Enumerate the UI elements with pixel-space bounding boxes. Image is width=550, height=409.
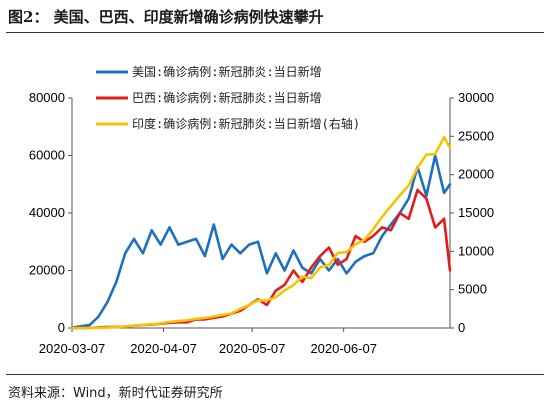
y-left-tick-label: 60000 — [29, 148, 65, 163]
source-note: 资料来源：Wind，新时代证券研究所 — [8, 386, 223, 401]
y-left-tick-label: 20000 — [29, 263, 65, 278]
y-right-tick-label: 5000 — [458, 282, 487, 297]
x-tick-label: 2020-06-07 — [310, 341, 377, 356]
chart-axes: 0 20000 40000 60000 80000 0 5000 10000 15000 2000… — [29, 90, 494, 356]
y-right-tick-label: 10000 — [458, 243, 494, 258]
series-line-usa — [70, 154, 452, 330]
series-line-brazil — [70, 188, 452, 330]
figure-number: 图2 — [8, 8, 34, 26]
x-tick-label: 2020-04-07 — [130, 341, 197, 356]
legend-label-india: 印度:确诊病例:新冠肺炎:当日新增(右轴) — [132, 116, 360, 131]
x-tick-label: 2020-03-07 — [39, 341, 106, 356]
y-right-tick-label: 20000 — [458, 167, 494, 182]
y-left-tick-label: 40000 — [29, 205, 65, 220]
y-left-tick-label: 80000 — [29, 90, 65, 105]
x-tick-label: 2020-05-07 — [219, 341, 286, 356]
figure-title-text: ： 美国、巴西、印度新增确诊病例快速攀升 — [33, 8, 324, 26]
y-right-tick-label: 30000 — [458, 90, 494, 105]
y-right-tick-label: 25000 — [458, 128, 494, 143]
y-left-tick-label: 0 — [58, 320, 65, 335]
figure-title: 图2： 美国、巴西、印度新增确诊病例快速攀升 — [8, 6, 324, 27]
legend-label-usa: 美国:确诊病例:新冠肺炎:当日新增 — [132, 64, 322, 79]
y-right-tick-label: 0 — [458, 320, 465, 335]
title-rule — [6, 32, 544, 33]
chart-series — [70, 135, 452, 330]
series-line-india — [70, 135, 452, 330]
y-right-tick-label: 15000 — [458, 205, 494, 220]
legend-label-brazil: 巴西:确诊病例:新冠肺炎:当日新增 — [132, 90, 322, 105]
source-rule — [6, 374, 544, 375]
chart-legend: 美国:确诊病例:新冠肺炎:当日新增巴西:确诊病例:新冠肺炎:当日新增印度:确诊病… — [96, 64, 360, 131]
